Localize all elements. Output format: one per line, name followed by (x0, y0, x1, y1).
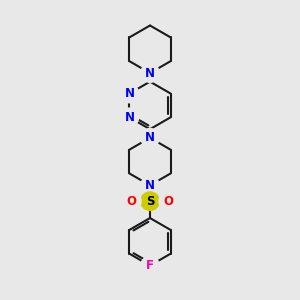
Text: N: N (145, 179, 155, 192)
Text: S: S (146, 195, 154, 208)
Circle shape (159, 192, 177, 210)
Circle shape (141, 176, 159, 195)
Text: N: N (145, 67, 155, 80)
Text: O: O (127, 195, 137, 208)
Circle shape (141, 64, 159, 82)
Text: N: N (124, 87, 134, 100)
Text: F: F (146, 259, 154, 272)
Circle shape (120, 108, 139, 127)
Circle shape (141, 192, 159, 210)
Text: N: N (124, 111, 134, 124)
Circle shape (141, 128, 159, 147)
Circle shape (141, 256, 159, 275)
Circle shape (120, 84, 139, 103)
Text: O: O (163, 195, 173, 208)
Text: N: N (145, 131, 155, 144)
Circle shape (123, 192, 141, 210)
